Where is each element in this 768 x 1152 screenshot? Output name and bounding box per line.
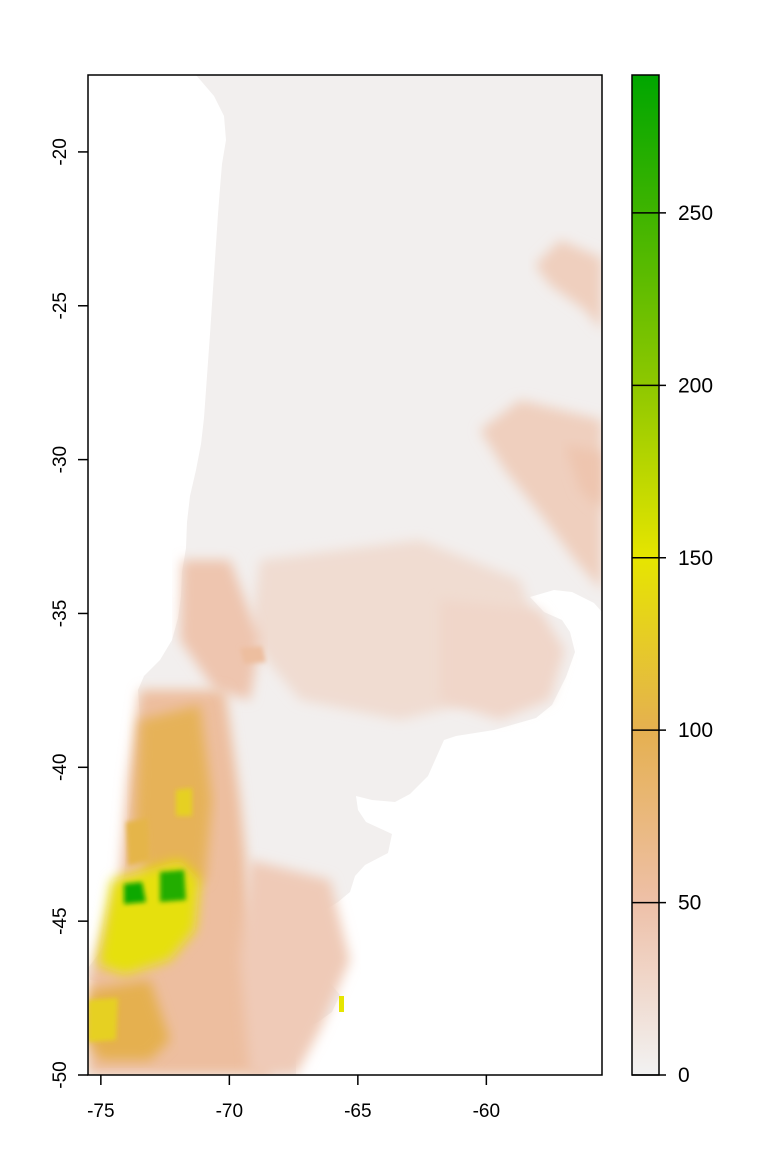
x-tick-label: -65 — [344, 1101, 371, 1122]
andes-central-chile — [180, 560, 260, 700]
chiloe-island — [126, 818, 150, 866]
y-tick-label: -45 — [50, 907, 71, 934]
colorbar-tick-label: 50 — [678, 892, 701, 915]
x-axis: -75 -70 -65 -60 — [87, 1075, 500, 1122]
y-tick-label: -20 — [50, 138, 71, 165]
y-tick-label: -50 — [50, 1061, 71, 1088]
map-area — [88, 75, 602, 1075]
colorbar-tick-label: 250 — [678, 202, 713, 225]
colorbar-tick-label: 150 — [678, 547, 713, 570]
colorbar-tick-label: 0 — [678, 1064, 690, 1087]
volcano-36 — [240, 646, 266, 664]
colorbar-legend: 0 50 100 150 200 250 — [631, 74, 713, 1087]
x-tick-label: -75 — [87, 1101, 114, 1122]
chaco-strip — [565, 445, 602, 510]
y-tick-label: -25 — [50, 292, 71, 319]
colorbar-tick-label: 100 — [678, 719, 713, 742]
wellington-coast — [88, 998, 118, 1042]
patagonian-east-strip — [240, 860, 350, 1075]
x-tick-label: -60 — [473, 1101, 500, 1122]
aysen-peak-2 — [160, 870, 186, 902]
ne-argentina-east — [535, 240, 602, 330]
x-tick-label: -70 — [216, 1101, 243, 1122]
y-tick-label: -35 — [50, 600, 71, 627]
colorbar — [631, 74, 660, 1076]
puerto-deseado-point — [339, 996, 344, 1012]
buenos-aires-pampas — [440, 600, 565, 720]
y-tick-label: -30 — [50, 446, 71, 473]
colorbar-tick-label: 200 — [678, 374, 713, 397]
plot-frame — [87, 74, 603, 1076]
chilean-lakes-region — [135, 705, 212, 900]
y-axis: -20 -25 -30 -35 -40 -45 -50 — [50, 138, 88, 1089]
colorbar-ticks: 0 50 100 150 200 250 — [632, 202, 713, 1087]
aysen-peak-high — [124, 882, 146, 904]
y-tick-label: -40 — [50, 754, 71, 781]
andes-peak-41 — [176, 788, 192, 816]
